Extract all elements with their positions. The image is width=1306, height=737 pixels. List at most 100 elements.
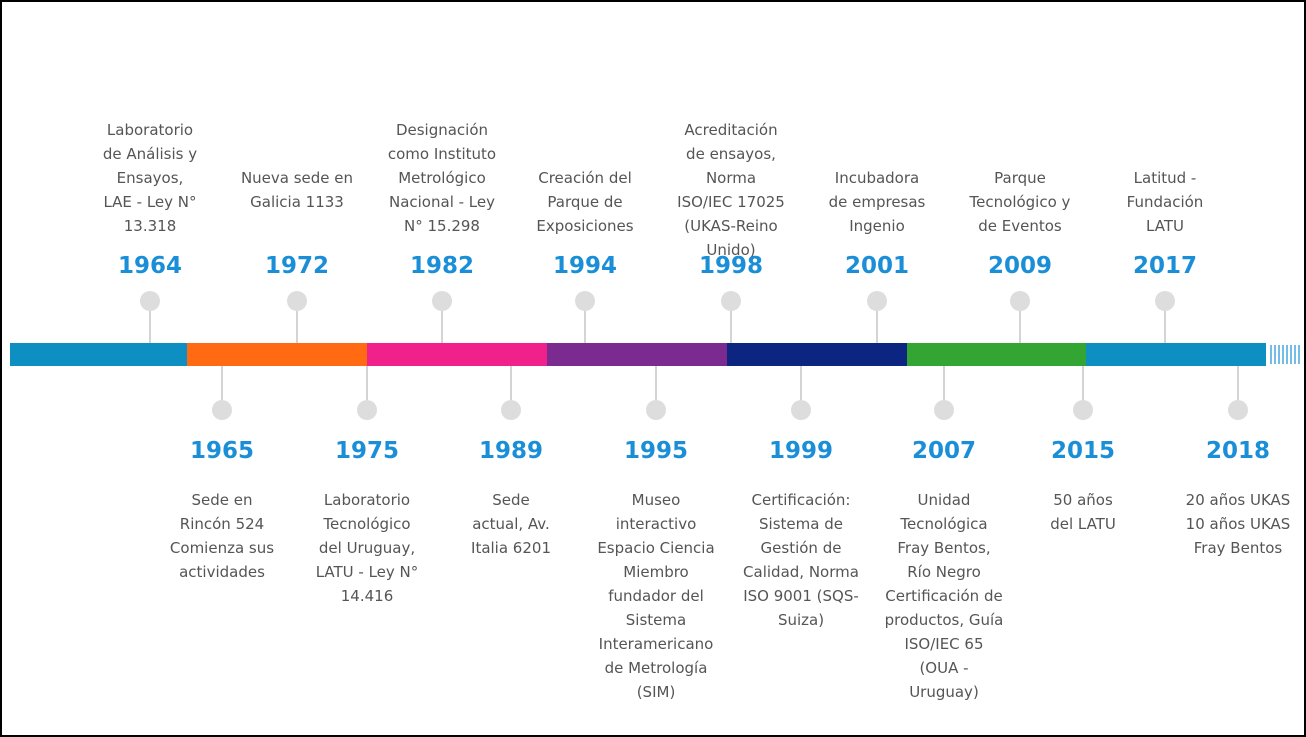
description: Rincón 524	[180, 515, 264, 533]
year: 2001	[845, 253, 909, 279]
dot	[934, 400, 954, 420]
year: 1995	[624, 438, 688, 464]
description: 50 años	[1053, 491, 1113, 509]
description: Fray Bentos,	[897, 539, 990, 557]
description: Suiza)	[778, 611, 824, 629]
description: Tecnológica	[899, 515, 987, 533]
description: Espacio Ciencia	[597, 539, 714, 557]
bar-segment	[10, 343, 187, 366]
year: 1964	[118, 253, 182, 279]
description: Italia 6201	[471, 539, 551, 557]
description: Gestión de	[761, 539, 842, 557]
description: Calidad, Norma	[743, 563, 859, 581]
description: Tecnológico y	[969, 193, 1071, 211]
description: 13.318	[124, 217, 177, 235]
description: 10 años UKAS	[1186, 515, 1291, 533]
dot	[357, 400, 377, 420]
description: Norma	[706, 169, 756, 187]
year: 1972	[265, 253, 329, 279]
description: Laboratorio	[324, 491, 410, 509]
description: de Eventos	[978, 217, 1062, 235]
description: Fray Bentos	[1194, 539, 1283, 557]
description: Río Negro	[907, 563, 981, 581]
year: 1989	[479, 438, 543, 464]
description: como Instituto	[388, 145, 496, 163]
year: 1982	[410, 253, 474, 279]
dot	[1155, 291, 1175, 311]
dot	[721, 291, 741, 311]
description: Nacional - Ley	[389, 193, 495, 211]
bar	[10, 343, 1300, 366]
description: Miembro	[623, 563, 689, 581]
year: 1999	[769, 438, 833, 464]
description: LATU - Ley N°	[316, 563, 419, 581]
description: Metrológico	[398, 169, 486, 187]
dot	[432, 291, 452, 311]
description: LAE - Ley N°	[103, 193, 196, 211]
description: N° 15.298	[404, 217, 480, 235]
description: de ensayos,	[686, 145, 776, 163]
description: Exposiciones	[536, 217, 633, 235]
year: 2015	[1051, 438, 1115, 464]
description: productos, Guía	[885, 611, 1004, 629]
dot	[140, 291, 160, 311]
description: del LATU	[1050, 515, 1116, 533]
bar-end	[1270, 345, 1300, 364]
dot	[1228, 400, 1248, 420]
bar-segment	[187, 343, 367, 366]
description: fundador del	[608, 587, 704, 605]
bar-segment	[547, 343, 727, 366]
description: Parque de	[547, 193, 622, 211]
dot	[867, 291, 887, 311]
dot	[791, 400, 811, 420]
dot	[287, 291, 307, 311]
description: Certificación de	[885, 587, 1002, 605]
dot	[575, 291, 595, 311]
description: Incubadora	[835, 169, 919, 187]
description: Museo	[632, 491, 681, 509]
year: 2007	[912, 438, 976, 464]
description: Tecnológico	[322, 515, 410, 533]
description: Nueva sede en	[241, 169, 353, 187]
description: 20 años UKAS	[1186, 491, 1291, 509]
description: Laboratorio	[107, 121, 193, 139]
description: Interamericano	[599, 635, 714, 653]
description: Sistema de	[759, 515, 843, 533]
description: de empresas	[829, 193, 926, 211]
year: 2018	[1206, 438, 1270, 464]
description: Uruguay)	[909, 683, 979, 701]
dot	[501, 400, 521, 420]
description: Creación del	[538, 169, 632, 187]
description: interactivo	[616, 515, 697, 533]
description: Sistema	[626, 611, 686, 629]
year: 1994	[553, 253, 617, 279]
bar-segment	[367, 343, 547, 366]
description: de Metrología	[605, 659, 708, 677]
description: Sede en	[191, 491, 252, 509]
description: Latitud -	[1134, 169, 1197, 187]
description: Ingenio	[849, 217, 905, 235]
description: de Análisis y	[103, 145, 197, 163]
description: Acreditación	[684, 121, 777, 139]
description: Unido)	[706, 241, 755, 259]
bar-segment	[1086, 343, 1266, 366]
description: Sede	[492, 491, 530, 509]
dot	[212, 400, 232, 420]
description: Certificación:	[752, 491, 851, 509]
description: Comienza sus	[170, 539, 274, 557]
description: Parque	[994, 169, 1046, 187]
description: (OUA -	[919, 659, 968, 677]
dot	[1073, 400, 1093, 420]
description: LATU	[1146, 217, 1184, 235]
dot	[646, 400, 666, 420]
description: Unidad	[918, 491, 971, 509]
description: ISO 9001 (SQS-	[743, 587, 859, 605]
year: 2009	[988, 253, 1052, 279]
description: del Uruguay,	[319, 539, 415, 557]
description: actividades	[179, 563, 265, 581]
dot	[1010, 291, 1030, 311]
description: 14.416	[341, 587, 394, 605]
description: Fundación	[1127, 193, 1204, 211]
